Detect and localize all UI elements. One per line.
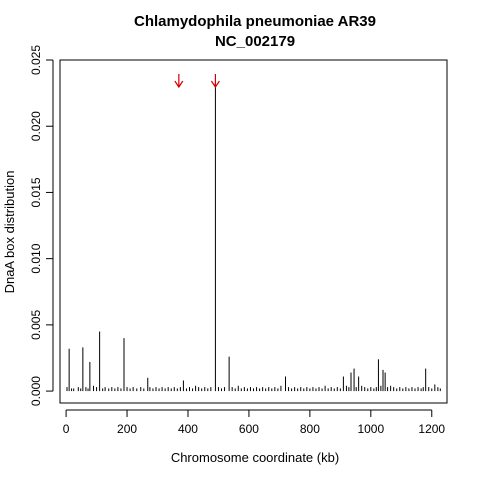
red-arrow-icon <box>210 74 220 89</box>
plot-area-frame <box>59 59 448 404</box>
x-tick-label: 200 <box>117 422 137 436</box>
x-tick-label: 1000 <box>357 422 384 436</box>
chart-title-line-1: Chlamydophila pneumoniae AR39 <box>134 13 376 30</box>
y-tick-label: 0.000 <box>29 376 43 406</box>
x-tick-label: 1200 <box>418 422 445 436</box>
y-tick-label: 0.025 <box>29 45 43 75</box>
x-tick-label: 400 <box>178 422 198 436</box>
x-axis-label: Chromosome coordinate (kb) <box>171 450 339 465</box>
y-axis: 0.000 0.005 0.010 0.015 0.020 0.025 <box>29 45 54 406</box>
y-axis-label: DnaA box distribution <box>2 171 17 294</box>
chart-title-line-2: NC_002179 <box>215 33 295 50</box>
x-tick-label: 600 <box>239 422 259 436</box>
y-tick-label: 0.005 <box>29 310 43 340</box>
x-tick-label: 800 <box>300 422 320 436</box>
data-spikes <box>66 82 441 392</box>
y-tick-label: 0.010 <box>29 243 43 273</box>
origin-arrows <box>174 74 220 89</box>
y-tick-label: 0.020 <box>29 111 43 141</box>
y-tick-label: 0.015 <box>29 177 43 207</box>
x-tick-label: 0 <box>63 422 70 436</box>
x-axis: 0 200 400 600 800 1000 1200 <box>63 409 445 436</box>
red-arrow-icon <box>174 74 184 89</box>
